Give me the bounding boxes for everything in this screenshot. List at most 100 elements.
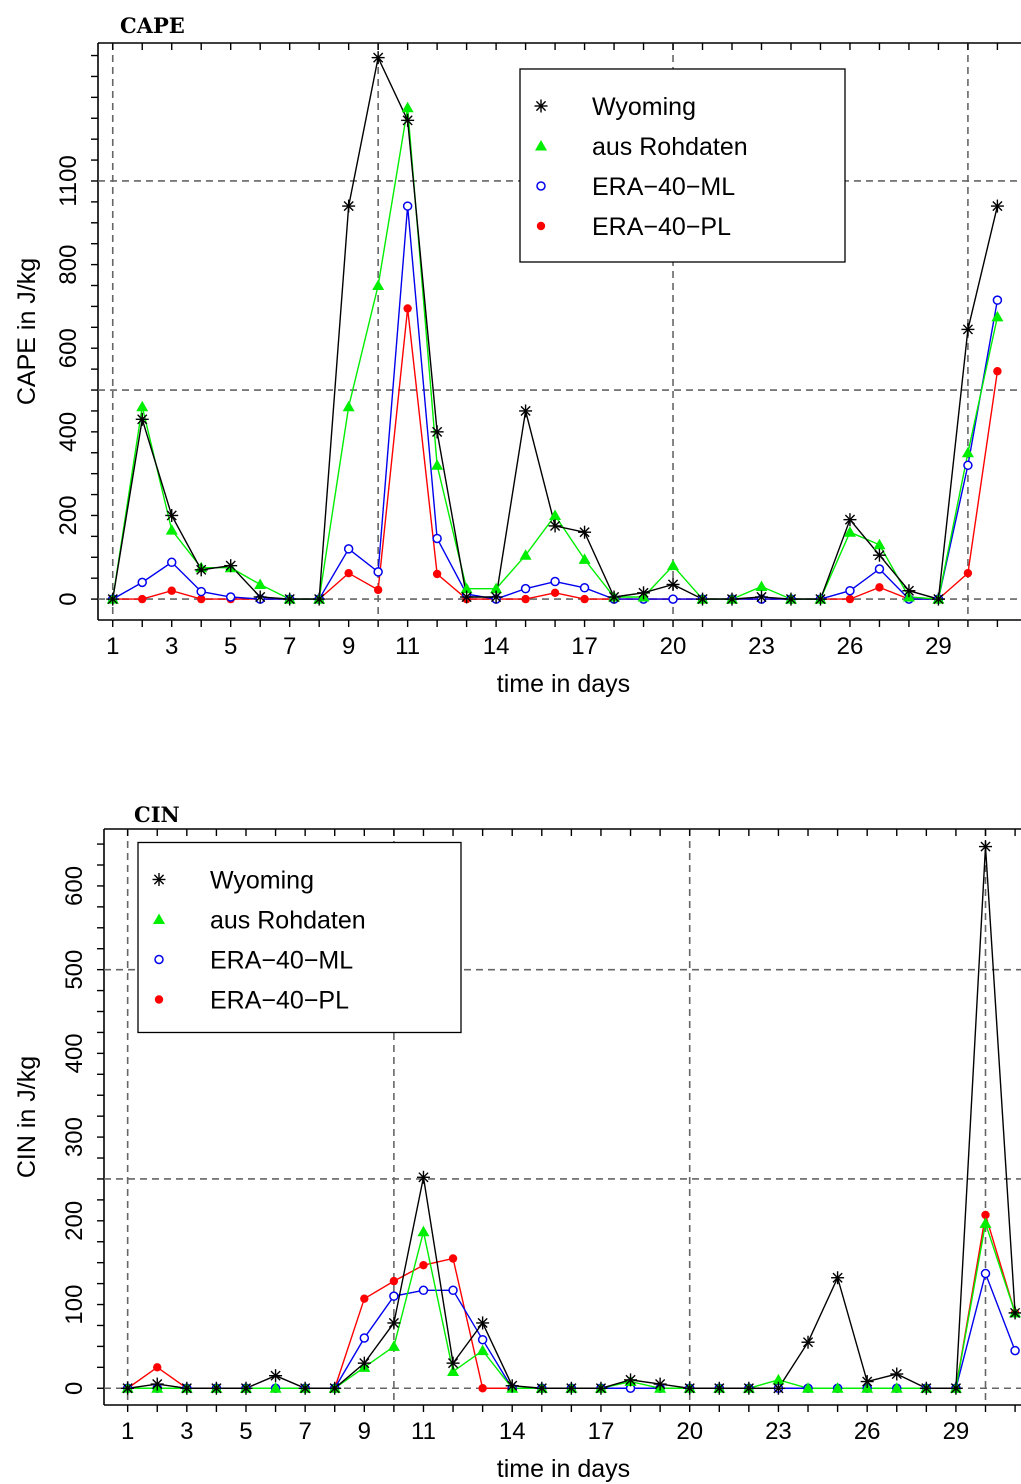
cape-series-1-point xyxy=(873,538,886,550)
cin-x-tick-label: 5 xyxy=(239,1418,252,1445)
cape-x-tick-label: 1 xyxy=(106,633,119,660)
cape-series-3-point xyxy=(580,594,589,604)
cape-series-0-point xyxy=(135,412,149,426)
cin-y-tick-label: 300 xyxy=(61,1117,88,1157)
cin-series-0-point xyxy=(121,1381,135,1395)
cape-series-1-point xyxy=(843,526,856,537)
cape-series-1-point xyxy=(165,524,178,535)
cin-series-2-point xyxy=(418,1285,429,1296)
cape-series-2-point xyxy=(343,544,354,554)
cape-series-2-point xyxy=(992,295,1003,305)
cin-series-0-point xyxy=(416,1170,430,1184)
cin-series-0-point xyxy=(180,1381,194,1395)
cin-series-3-line xyxy=(127,1214,1016,1389)
cape-y-tick-label: 400 xyxy=(55,412,82,452)
cape-series-1-point xyxy=(991,310,1004,322)
cape-series-3-point xyxy=(550,588,560,598)
cape-series-2-point xyxy=(225,592,236,602)
cin-series-1-point xyxy=(476,1344,489,1356)
cin-x-tick-label: 23 xyxy=(765,1418,792,1445)
cape-series-2-point xyxy=(137,577,147,588)
cin-series-3-point xyxy=(360,1294,369,1303)
cape-series-0-point xyxy=(106,592,120,606)
cape-series-0-point xyxy=(194,563,208,577)
cape-legend-marker xyxy=(535,139,547,151)
cin-series-1-point xyxy=(772,1373,785,1385)
cin-legend-marker xyxy=(153,913,165,924)
cin-series-3-point xyxy=(153,1363,162,1372)
cape-x-axis-title: time in days xyxy=(497,670,630,698)
cape-series-0-point xyxy=(725,592,739,606)
cape-series-3-point xyxy=(167,586,176,595)
cape-series-0-point xyxy=(253,590,267,604)
cape-x-tick-label: 5 xyxy=(224,633,237,660)
cin-series-2-point xyxy=(448,1285,458,1296)
cin-series-0-point xyxy=(890,1367,904,1381)
cin-series-0-point xyxy=(594,1381,608,1395)
cape-series-0-point xyxy=(165,508,179,522)
cape-series-1-point xyxy=(667,559,680,571)
cin-series-3-point xyxy=(478,1384,487,1393)
cape-series-3-point xyxy=(963,568,973,578)
cin-series-0-point xyxy=(446,1356,460,1370)
cape-x-tick-label: 20 xyxy=(660,633,687,660)
cape-series-3-point xyxy=(432,569,442,579)
cin-legend-box xyxy=(137,841,462,1034)
cin-panel-title: CIN xyxy=(134,802,180,827)
cape-legend-marker xyxy=(534,99,548,113)
cape-series-2-line xyxy=(112,206,999,600)
cin-series-0-point xyxy=(298,1381,312,1395)
cape-y-axis-title: CAPE in J/kg xyxy=(13,258,41,405)
cape-y-tick-label: 1100 xyxy=(55,155,82,207)
cin-series-0-point xyxy=(209,1381,223,1395)
cape-series-0-point xyxy=(902,584,916,598)
cin-series-1-point xyxy=(417,1225,430,1237)
cape-series-0-point xyxy=(696,592,710,606)
cin-series-0-point xyxy=(1008,1306,1021,1320)
cin-series-1-line xyxy=(127,1223,1016,1389)
cape-series-0-point xyxy=(224,559,238,573)
cin-y-tick-label: 200 xyxy=(61,1201,88,1241)
cin-series-1-point xyxy=(831,1382,844,1393)
cape-series-0-point xyxy=(401,113,415,127)
cin-series-0-point xyxy=(831,1271,845,1285)
cape-series-2-point xyxy=(874,564,885,574)
cin-series-0-point xyxy=(653,1377,667,1391)
cin-series-1-point xyxy=(387,1340,400,1351)
cin-series-0-point xyxy=(505,1379,519,1393)
cape-series-0-point xyxy=(637,586,651,600)
cape-series-0-point xyxy=(342,199,356,213)
cin-series-2-point xyxy=(1010,1345,1020,1356)
cape-series-1-point xyxy=(431,459,444,470)
cape-x-tick-label: 26 xyxy=(837,633,864,660)
cin-series-0-point xyxy=(239,1381,253,1395)
cin-x-tick-label: 26 xyxy=(854,1418,881,1445)
cape-series-0-point xyxy=(548,519,562,533)
cin-legend-marker xyxy=(152,872,166,886)
cin-y-tick-label: 0 xyxy=(61,1382,88,1395)
cape-series-1-point xyxy=(519,549,532,560)
cin-series-1-point xyxy=(802,1382,815,1393)
cape-x-tick-label: 29 xyxy=(925,633,952,660)
cin-series-3-point xyxy=(448,1254,458,1263)
cape-series-1-point xyxy=(460,582,473,594)
cin-x-tick-label: 20 xyxy=(676,1418,703,1445)
cape-series-1-point xyxy=(401,101,414,113)
cape-series-0-point xyxy=(430,425,444,439)
cin-series-0-point xyxy=(357,1356,371,1370)
cape-series-3-point xyxy=(373,585,383,595)
cape-series-2-point xyxy=(550,576,560,587)
cin-series-0-point xyxy=(564,1381,578,1395)
cape-x-tick-label: 23 xyxy=(748,633,775,660)
cin-series-3-point xyxy=(389,1276,399,1286)
cin-series-2-point xyxy=(389,1291,399,1301)
cape-series-2-point xyxy=(196,586,206,597)
cin-series-0-point xyxy=(771,1381,785,1395)
cape-series-0-point xyxy=(754,590,768,604)
cape-series-1-point xyxy=(342,400,355,412)
cape-series-3-point xyxy=(521,594,530,604)
cape-x-tick-label: 11 xyxy=(395,633,420,660)
cape-series-1-point xyxy=(372,279,385,291)
cin-x-tick-label: 7 xyxy=(298,1418,311,1445)
